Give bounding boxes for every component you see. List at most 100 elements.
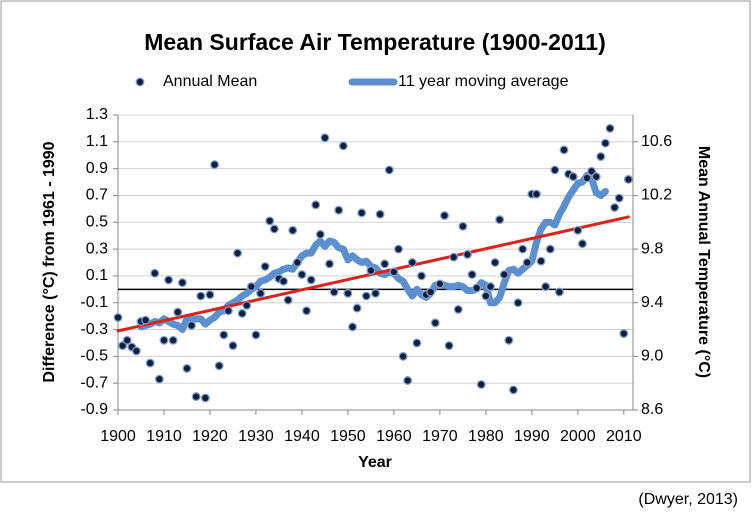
data-point <box>325 259 334 269</box>
data-point <box>486 282 495 292</box>
data-point <box>541 282 551 292</box>
data-point <box>288 225 298 235</box>
x-tick-label: 1990 <box>514 428 550 445</box>
data-point <box>292 258 302 267</box>
data-point <box>504 335 514 345</box>
data-point <box>283 295 293 305</box>
data-point <box>472 283 482 293</box>
data-point <box>508 385 518 395</box>
data-point <box>467 270 477 280</box>
legend-marker <box>135 77 145 87</box>
y-tick-label: 0.5 <box>86 213 108 230</box>
data-point <box>591 172 601 182</box>
data-point <box>131 346 141 356</box>
data-point <box>545 244 555 254</box>
data-point <box>279 276 288 286</box>
data-point <box>600 138 610 148</box>
y-tick-label: 0.3 <box>86 240 108 257</box>
data-point <box>596 152 606 162</box>
y-tick-label: 1.1 <box>86 133 108 150</box>
data-point <box>398 351 408 361</box>
data-point <box>233 248 243 258</box>
data-point <box>559 145 569 155</box>
y-tick-label: 0.7 <box>86 187 108 204</box>
data-point <box>357 208 367 218</box>
data-point <box>536 256 546 266</box>
data-point <box>168 335 178 345</box>
data-point <box>577 239 587 249</box>
data-point <box>605 123 615 133</box>
data-point <box>256 288 265 298</box>
data-point <box>550 165 560 175</box>
data-point <box>228 341 238 351</box>
x-tick-label: 1930 <box>238 428 274 445</box>
y-tick-label: -0.5 <box>80 348 108 365</box>
y2-tick-label: 10.2 <box>641 187 672 204</box>
data-point <box>122 335 132 345</box>
data-point <box>348 322 357 332</box>
y-axis-label: Difference (°C) from 1961 - 1990 <box>41 141 58 382</box>
data-point <box>329 287 339 297</box>
y-tick-label: 0.9 <box>86 160 108 177</box>
data-point <box>453 304 463 314</box>
data-point <box>394 244 403 254</box>
chart-title: Mean Surface Air Temperature (1900-2011) <box>144 29 605 55</box>
data-point <box>366 266 376 275</box>
x-tick-label: 1940 <box>284 428 320 445</box>
data-point <box>269 224 279 234</box>
data-point <box>352 303 362 313</box>
data-point <box>582 173 592 183</box>
data-point <box>251 330 261 340</box>
data-point <box>430 318 440 328</box>
x-tick-label: 1960 <box>376 428 412 445</box>
data-point <box>159 335 169 345</box>
data-point <box>412 338 422 348</box>
data-point <box>205 290 215 300</box>
data-point <box>177 278 187 288</box>
y2-tick-label: 9.8 <box>641 240 663 257</box>
data-point <box>499 270 509 280</box>
data-point <box>426 287 436 297</box>
data-point <box>568 172 578 182</box>
source-note: (Dwyer, 2013) <box>638 491 738 508</box>
data-point <box>449 252 459 262</box>
data-point <box>338 141 348 151</box>
data-point <box>518 244 528 254</box>
data-point <box>417 271 426 281</box>
data-point <box>476 380 486 389</box>
data-point <box>223 306 233 316</box>
data-point <box>610 203 620 212</box>
data-point <box>191 392 201 402</box>
data-point <box>403 376 413 385</box>
legend-label: Annual Mean <box>163 73 257 90</box>
data-point <box>200 393 210 403</box>
x-tick-label: 1980 <box>468 428 504 445</box>
data-point <box>306 275 316 285</box>
data-point <box>513 298 523 308</box>
x-tick-label: 1950 <box>330 428 366 445</box>
y-tick-label: -0.1 <box>80 294 108 311</box>
x-tick-label: 1900 <box>100 428 136 445</box>
y-tick-label: -0.7 <box>80 374 108 391</box>
data-point <box>614 193 624 203</box>
data-point <box>196 291 206 301</box>
x-tick-label: 2010 <box>606 428 642 445</box>
data-point <box>361 291 371 301</box>
data-point <box>435 279 445 289</box>
data-point <box>463 250 472 259</box>
y2-axis-label: Mean Annual Temperature (°C) <box>695 146 712 378</box>
data-point <box>260 262 270 271</box>
data-point <box>490 258 500 267</box>
legend-label: 11 year moving average <box>398 73 569 90</box>
x-tick-label: 2000 <box>560 428 596 445</box>
y-tick-label: -0.9 <box>80 401 108 418</box>
y-tick-label: 0.1 <box>86 267 108 284</box>
data-point <box>380 259 390 269</box>
data-point <box>219 330 229 340</box>
data-point <box>522 258 532 267</box>
data-point <box>242 300 252 310</box>
data-point <box>141 315 151 325</box>
data-point <box>315 229 325 239</box>
data-point <box>343 288 353 298</box>
x-tick-label: 1920 <box>192 428 228 445</box>
